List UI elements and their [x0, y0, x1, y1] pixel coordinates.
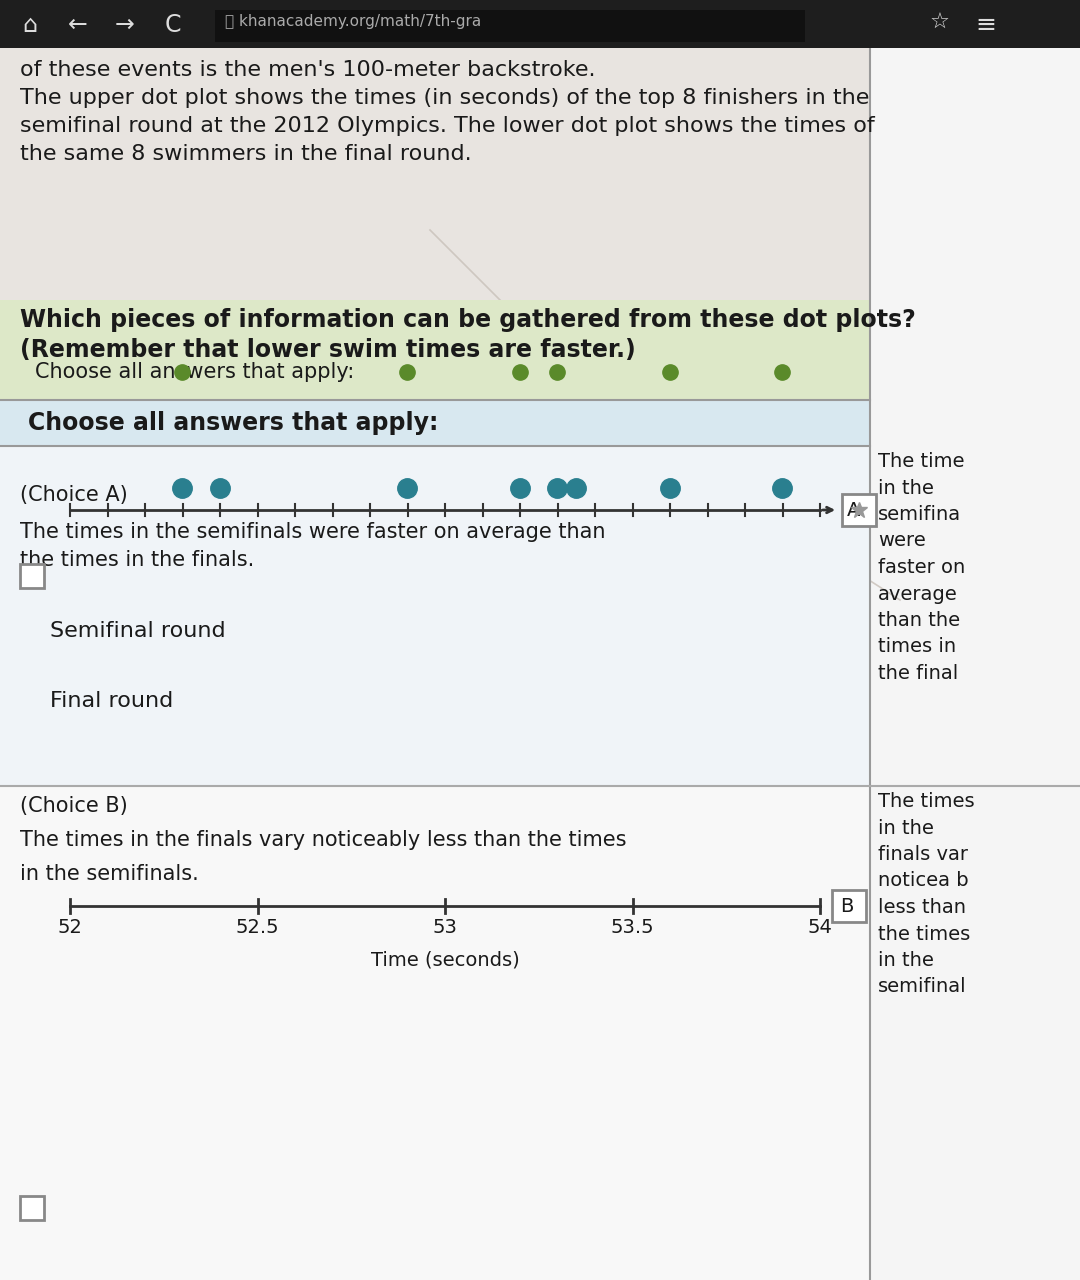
Text: Time (seconds): Time (seconds): [370, 950, 519, 969]
Text: ≡: ≡: [975, 13, 996, 37]
Text: 52.5: 52.5: [235, 918, 280, 937]
Text: C: C: [165, 13, 181, 37]
Text: in the semifinals.: in the semifinals.: [21, 864, 199, 884]
Text: semifinal round at the 2012 Olympics. The lower dot plot shows the times of: semifinal round at the 2012 Olympics. Th…: [21, 116, 875, 136]
Text: (Choice B): (Choice B): [21, 796, 127, 817]
Text: The times
in the
finals var
noticea b
less than
the times
in the
semifinal: The times in the finals var noticea b le…: [878, 792, 974, 997]
Text: The times in the semifinals were faster on average than: The times in the semifinals were faster …: [21, 522, 606, 541]
Text: ⌂: ⌂: [22, 13, 37, 37]
Text: B: B: [840, 896, 853, 915]
Text: (Choice A): (Choice A): [21, 485, 127, 506]
Text: →: →: [114, 13, 135, 37]
Text: 53: 53: [433, 918, 458, 937]
Text: 54: 54: [808, 918, 833, 937]
Text: the same 8 swimmers in the final round.: the same 8 swimmers in the final round.: [21, 143, 472, 164]
Bar: [832, 890, 866, 922]
Bar: [0, 0, 1080, 47]
Bar: [842, 494, 876, 526]
Text: The upper dot plot shows the times (in seconds) of the top 8 finishers in the: The upper dot plot shows the times (in s…: [21, 88, 869, 108]
Text: (Remember that lower swim times are faster.): (Remember that lower swim times are fast…: [21, 338, 636, 362]
Text: A: A: [847, 500, 861, 520]
Bar: [870, 47, 1080, 1280]
Text: Final round: Final round: [50, 691, 173, 710]
Text: the times in the finals.: the times in the finals.: [21, 550, 254, 570]
Text: Semifinal round: Semifinal round: [50, 621, 226, 641]
Text: Choose all answers that apply:: Choose all answers that apply:: [28, 411, 438, 435]
Text: ←: ←: [68, 13, 87, 37]
Bar: [0, 300, 870, 399]
Bar: [0, 786, 870, 1280]
Text: of these events is the men's 100-meter backstroke.: of these events is the men's 100-meter b…: [21, 60, 595, 79]
Text: The time
in the
semifina
were
faster on
average
than the
times in
the final: The time in the semifina were faster on …: [878, 452, 966, 684]
Text: Choose all answers that apply:: Choose all answers that apply:: [35, 362, 354, 381]
Bar: [215, 10, 805, 42]
Text: Which pieces of information can be gathered from these dot plots?: Which pieces of information can be gathe…: [21, 308, 916, 332]
Text: 53.5: 53.5: [610, 918, 654, 937]
Text: 52: 52: [57, 918, 82, 937]
Bar: [0, 399, 870, 445]
Text: ☆: ☆: [930, 13, 950, 33]
Text: 🔒 khanacademy.org/math/7th-gra: 🔒 khanacademy.org/math/7th-gra: [225, 14, 482, 29]
Bar: [0, 445, 870, 786]
Bar: [21, 564, 44, 588]
Bar: [21, 1196, 44, 1220]
Text: The times in the finals vary noticeably less than the times: The times in the finals vary noticeably …: [21, 829, 626, 850]
